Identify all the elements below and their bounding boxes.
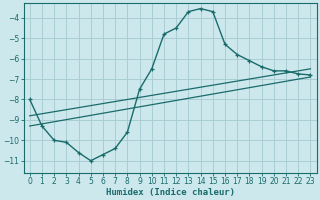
X-axis label: Humidex (Indice chaleur): Humidex (Indice chaleur) <box>106 188 235 197</box>
